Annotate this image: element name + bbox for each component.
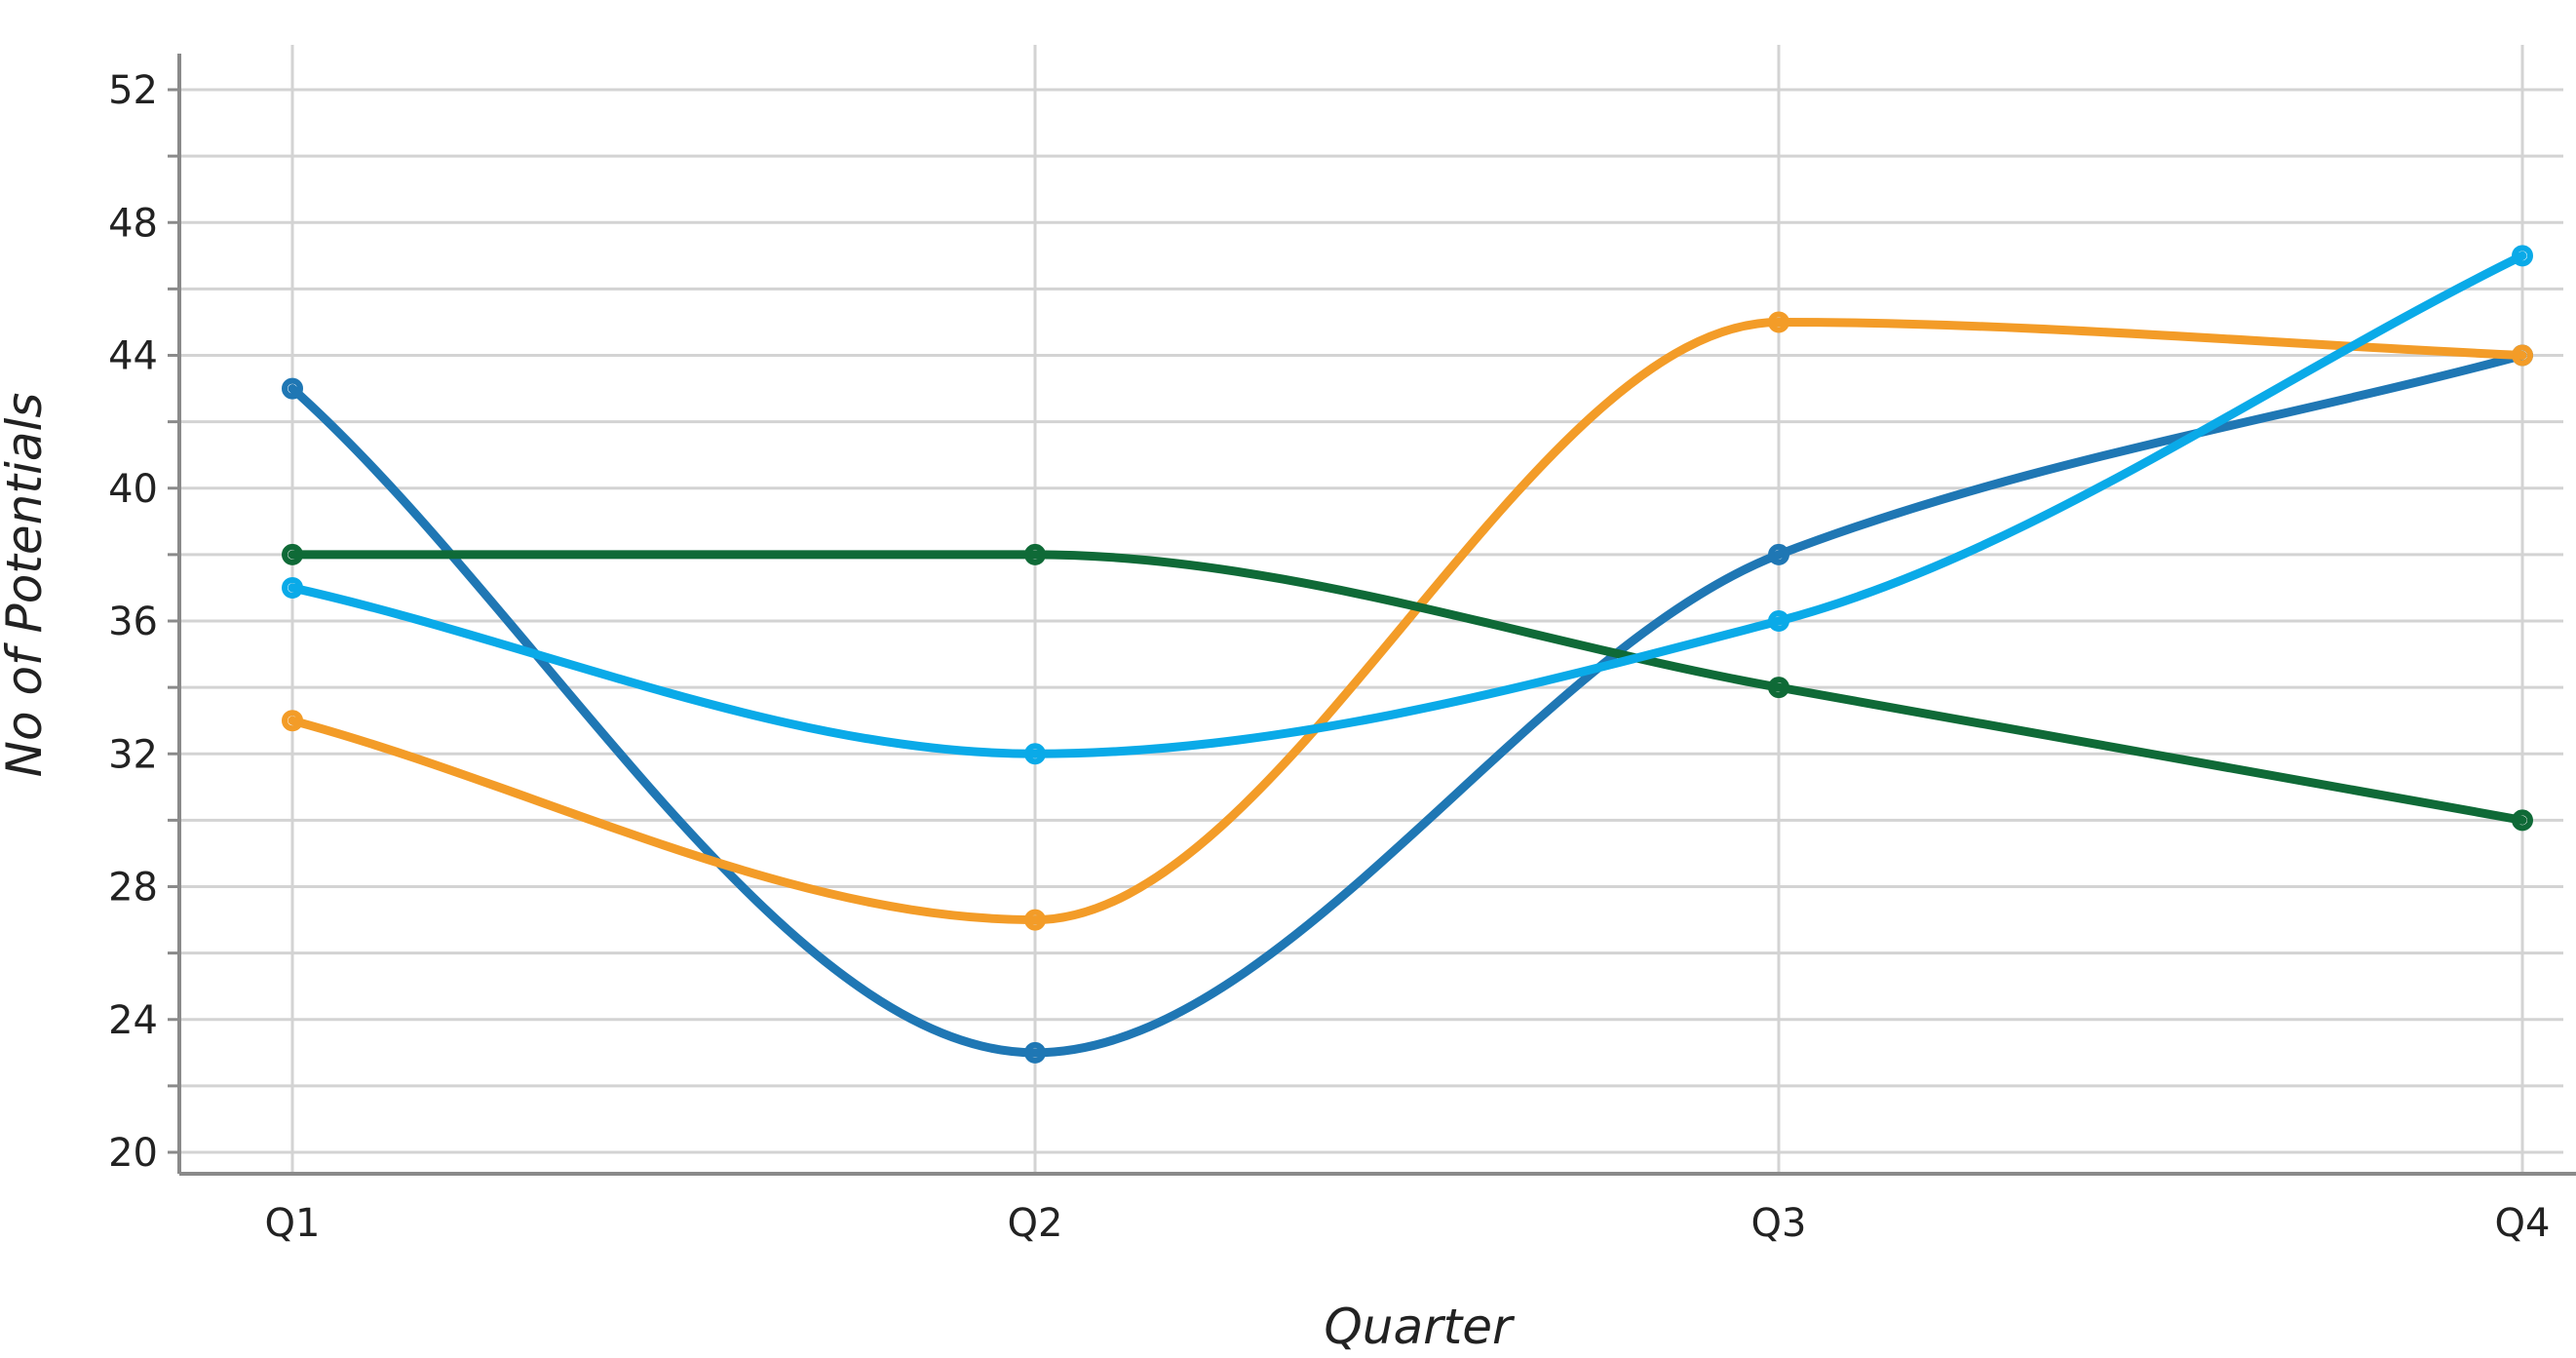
y-tick-label: 52 (108, 68, 158, 113)
series-line (288, 550, 2527, 825)
grid (179, 45, 2563, 1174)
y-tick-label: 48 (108, 201, 158, 246)
y-tick-label: 36 (108, 600, 158, 644)
series-line (288, 351, 2527, 1058)
y-axis-ticks: 20 24 28 32 36 40 44 48 52 (108, 68, 179, 1176)
data-point (282, 576, 303, 599)
data-point (1024, 743, 1046, 765)
data-point (282, 710, 303, 732)
series-4 (282, 245, 2533, 765)
x-tick-label: Q4 (2495, 1201, 2551, 1246)
data-point (2512, 809, 2533, 832)
series-layer (282, 245, 2533, 1064)
series-line (288, 251, 2527, 758)
data-point (1024, 543, 1046, 565)
data-point (1768, 610, 1789, 632)
data-point (1024, 909, 1046, 931)
data-point (1768, 543, 1789, 565)
x-tick-label: Q1 (265, 1201, 321, 1246)
y-tick-label: 32 (108, 732, 158, 777)
data-point (1768, 311, 1789, 333)
data-point (282, 543, 303, 565)
series-line (288, 317, 2527, 925)
data-point (1768, 677, 1789, 699)
y-tick-label: 20 (108, 1131, 158, 1176)
series-2 (282, 311, 2533, 931)
y-tick-label: 24 (108, 998, 158, 1043)
axes (177, 54, 2576, 1176)
data-point (282, 377, 303, 400)
y-axis-title: No of Potentials (0, 393, 53, 778)
x-tick-label: Q2 (1008, 1201, 1063, 1246)
data-point (2512, 344, 2533, 367)
data-point (1024, 1041, 1046, 1064)
x-tick-label: Q3 (1751, 1201, 1807, 1246)
x-axis-title: Quarter (1324, 1299, 1516, 1355)
series-3 (282, 543, 2533, 832)
data-point (2512, 245, 2533, 267)
y-tick-label: 44 (108, 334, 158, 379)
y-tick-label: 40 (108, 467, 158, 512)
x-axis-ticks: Q1 Q2 Q3 Q4 (265, 1201, 2551, 1246)
y-tick-label: 28 (108, 866, 158, 911)
